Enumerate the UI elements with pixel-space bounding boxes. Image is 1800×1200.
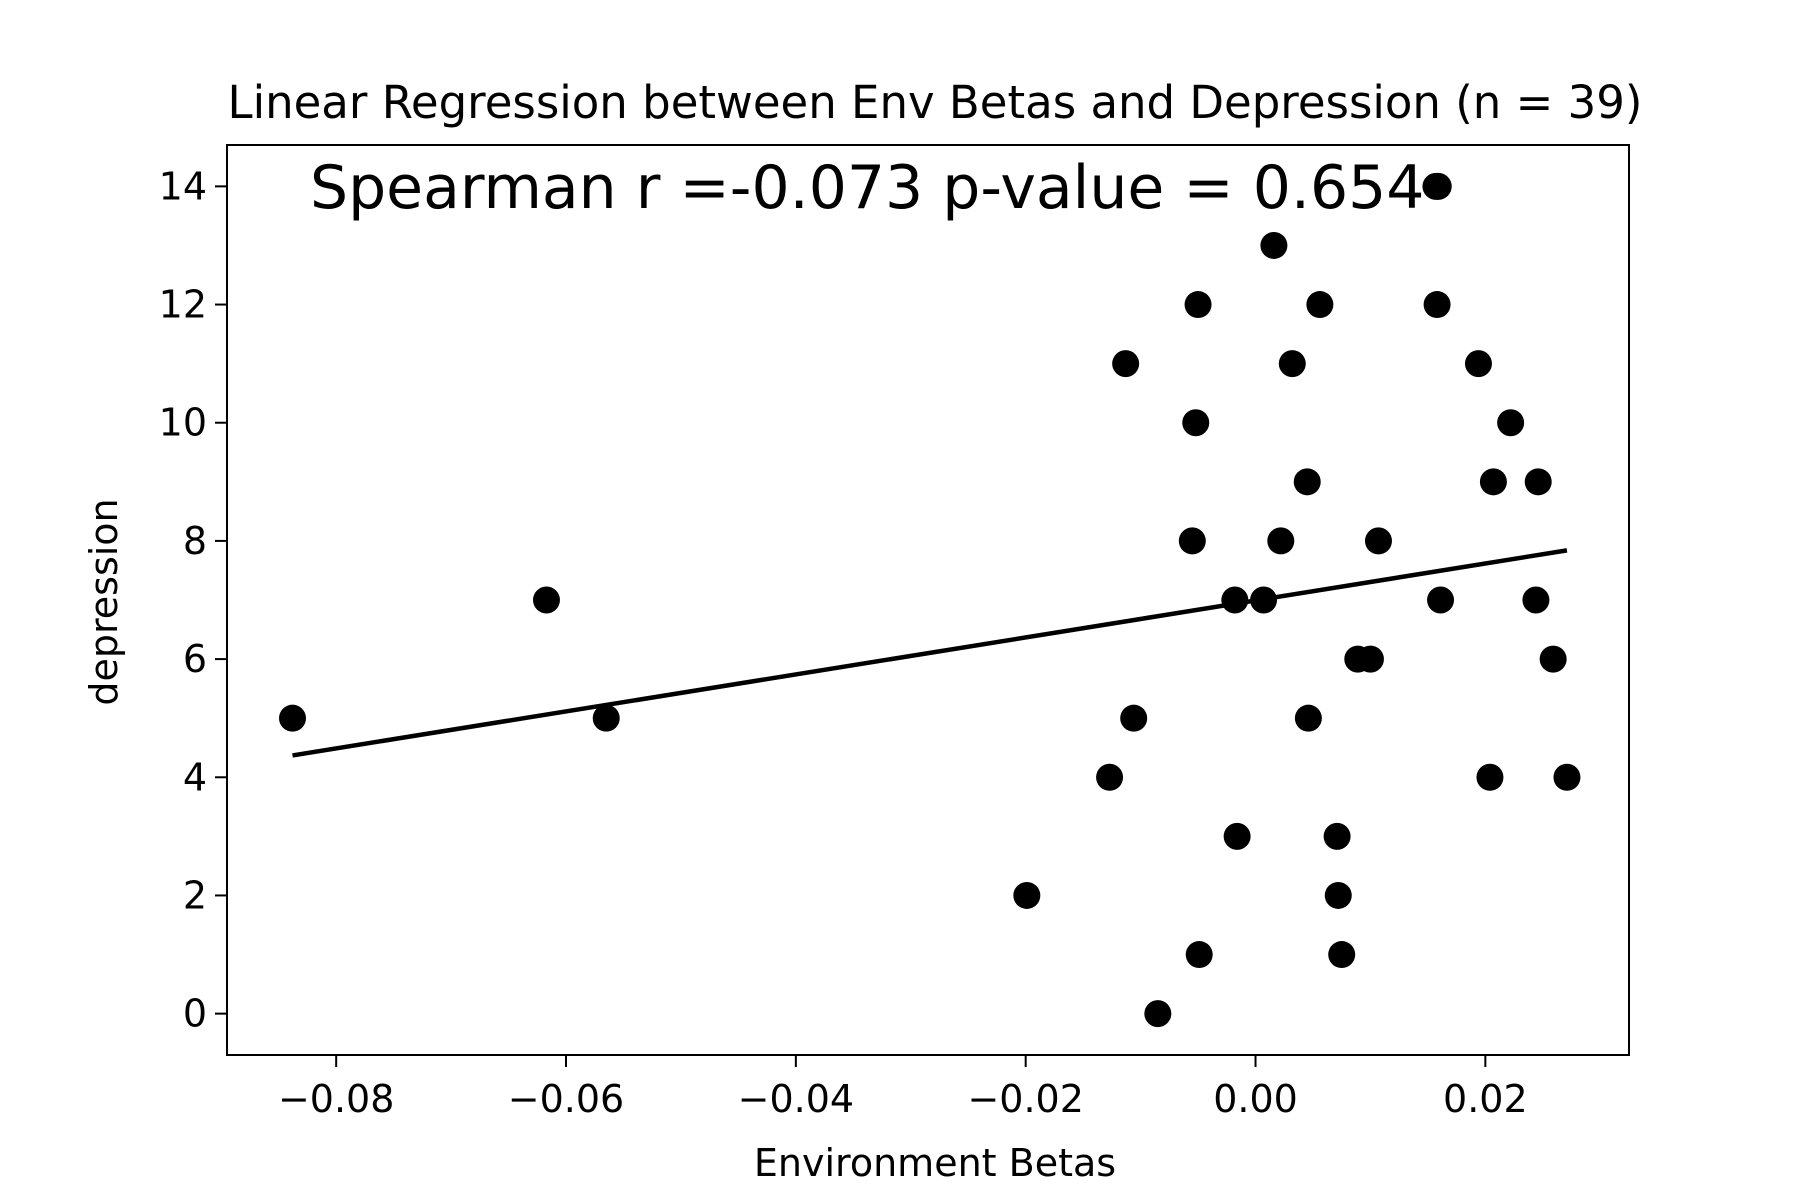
data-point: [592, 704, 620, 732]
plot-area: −0.08 −0.06 −0.04 −0.02 0.00 0.02 0 2 4 6 8 10 12 14: [159, 144, 1630, 1121]
y-tick-label: 12: [159, 283, 207, 327]
x-tick-label: 0.00: [1213, 1077, 1298, 1121]
y-tick-label: 8: [183, 519, 207, 563]
data-point: [1178, 527, 1206, 555]
data-point: [1476, 763, 1504, 791]
y-tick-label: 2: [183, 873, 207, 917]
plot-frame: [226, 144, 1630, 1056]
data-point: [1323, 822, 1351, 850]
x-tick-label: −0.06: [508, 1077, 624, 1121]
y-tick-label: 10: [159, 401, 207, 445]
data-point: [1112, 350, 1140, 378]
x-tick-label: −0.04: [738, 1077, 854, 1121]
data-point: [1522, 586, 1550, 614]
data-point: [1294, 704, 1322, 732]
data-point: [1324, 881, 1352, 909]
data-point: [1096, 763, 1124, 791]
y-tick-label: 0: [183, 992, 207, 1036]
x-tick-label: −0.02: [967, 1077, 1083, 1121]
data-point: [1539, 645, 1567, 673]
data-point: [1524, 468, 1552, 496]
data-point: [1423, 291, 1451, 319]
data-point: [1182, 409, 1210, 437]
data-point: [1427, 586, 1455, 614]
data-point: [1364, 527, 1392, 555]
data-point: [1221, 586, 1249, 614]
data-point: [1306, 291, 1334, 319]
data-point: [279, 704, 307, 732]
data-point: [1464, 350, 1492, 378]
data-point: [1424, 172, 1452, 200]
data-point: [1120, 704, 1148, 732]
y-tick-label: 4: [183, 755, 207, 799]
chart-title: Linear Regression between Env Betas and …: [228, 76, 1643, 129]
x-tick-label: −0.08: [278, 1077, 394, 1121]
y-axis-label: depression: [82, 498, 126, 705]
data-point: [1184, 291, 1212, 319]
data-point: [532, 586, 560, 614]
data-point: [1479, 468, 1507, 496]
data-point: [1328, 941, 1356, 969]
data-point: [1250, 586, 1278, 614]
x-axis-label: Environment Betas: [754, 1141, 1116, 1185]
data-point: [1278, 350, 1306, 378]
data-point: [1260, 231, 1288, 259]
data-point: [1185, 941, 1213, 969]
spearman-annotation: Spearman r =-0.073 p-value = 0.654: [310, 153, 1424, 223]
data-point: [1497, 409, 1525, 437]
data-point: [1553, 763, 1581, 791]
data-point: [1293, 468, 1321, 496]
data-point: [1267, 527, 1295, 555]
regression-line: [292, 548, 1568, 758]
data-point: [1013, 881, 1041, 909]
y-tick-label: 14: [159, 164, 207, 208]
x-tick-label: 0.02: [1443, 1077, 1528, 1121]
data-point: [1356, 645, 1384, 673]
data-point: [1144, 1000, 1172, 1028]
y-tick-label: 6: [183, 637, 207, 681]
data-point: [1223, 822, 1251, 850]
